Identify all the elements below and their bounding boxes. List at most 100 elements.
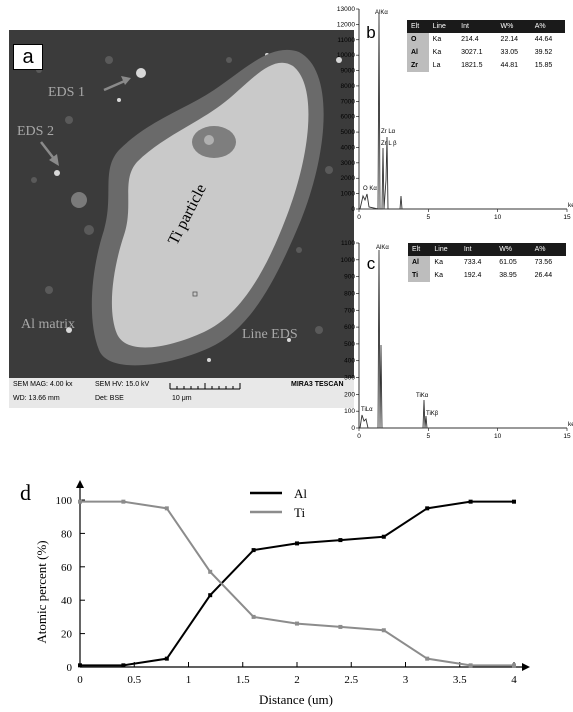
y-tick-label: 9000	[341, 68, 356, 75]
y-tick-label: 6000	[341, 114, 356, 121]
y-tick-label: 5000	[341, 129, 356, 136]
data-point-ti	[121, 499, 126, 504]
x-tick-label: 0	[357, 214, 361, 221]
data-point-al	[381, 534, 386, 539]
peak-alka-c: AlKα	[376, 245, 389, 251]
y-tick-label: 800	[344, 290, 355, 297]
x-tick-label: 10	[494, 214, 502, 221]
data-point-al	[295, 541, 299, 546]
peak-alka-b: AlKα	[375, 10, 388, 16]
x-tick-label: 3	[403, 674, 409, 686]
data-point-ti	[338, 624, 343, 629]
panel-letter-c: c	[366, 254, 376, 273]
y-tick-label: 4000	[341, 144, 356, 151]
eds-spectrum-b: 1300012000110001000090008000700060005000…	[337, 6, 573, 221]
x-tick-label: 15	[563, 214, 571, 221]
label-al-matrix: Al matrix	[21, 317, 76, 332]
y-tick-label: 0	[67, 662, 73, 674]
data-point-al	[164, 656, 169, 661]
y-tick-label: 1100	[341, 240, 355, 247]
y-tick-label: 0	[351, 206, 355, 213]
peak-oka-b: O Kα	[363, 186, 377, 192]
y-tick-label: 80	[61, 528, 73, 540]
th-int: Int	[457, 20, 497, 33]
x-tick-label: 5	[427, 214, 431, 221]
x-tick-label: 4	[511, 674, 517, 686]
y-tick-label: 10000	[337, 52, 355, 59]
eds-table-b: Elt Line Int W% A% O Ka 214.4 22.14 44.6…	[407, 20, 565, 72]
th-a: A%	[530, 20, 565, 33]
data-point-al	[468, 499, 473, 504]
sem-hv: SEM HV: 15.0 kV	[95, 381, 150, 388]
x-tick-label: 2	[294, 674, 300, 686]
data-point-ti	[468, 663, 473, 668]
x-tick-label: 5	[427, 433, 431, 440]
legend-label-al: Al	[294, 486, 307, 501]
y-tick-label: 11000	[337, 37, 355, 44]
sem-mag: SEM MAG: 4.00 kx	[13, 381, 73, 388]
peak-zrlb-b: Zr L β	[381, 141, 397, 147]
y-axis-label: Atomic percent (%)	[34, 540, 49, 643]
th-w: W%	[495, 243, 531, 256]
y-tick-label: 8000	[341, 83, 356, 90]
data-point-ti	[512, 663, 516, 668]
panel-letter-b: b	[366, 23, 376, 42]
data-point-al	[251, 548, 256, 553]
th-elt: Elt	[407, 20, 429, 33]
y-tick-label: 900	[344, 274, 355, 281]
data-point-al	[512, 499, 516, 504]
x-tick-label: 1	[186, 674, 192, 686]
y-tick-label: 13000	[337, 6, 355, 13]
th-w: W%	[496, 20, 531, 33]
scale-label: 10 μm	[172, 395, 192, 402]
y-tick-label: 40	[61, 595, 73, 607]
x-tick-label: 1.5	[236, 674, 250, 686]
data-point-ti	[251, 614, 256, 619]
peak-zrla-b: Zr Lα	[381, 129, 396, 135]
table-row: Ti Ka 192.4 38.95 26.44	[408, 269, 566, 282]
peak-tila-c: TiLα	[361, 407, 373, 413]
x-tick-label: 3.5	[453, 674, 467, 686]
data-point-ti	[78, 499, 82, 504]
x-tick-label: 0.5	[127, 674, 141, 686]
series-line-ti	[80, 500, 514, 667]
table-row: O Ka 214.4 22.14 44.64	[407, 33, 565, 46]
unit-c: ke	[568, 421, 573, 428]
x-tick-label: 0	[357, 433, 361, 440]
sem-det: Det: BSE	[95, 395, 124, 402]
y-tick-label: 200	[344, 391, 355, 398]
panel-d: d 0 0.5 1 1.5 2 2.5 3 3.5 4 0 20 40 60 80 100 Al Ti Dis…	[0, 470, 573, 707]
legend-label-ti: Ti	[294, 505, 305, 520]
y-tick-label: 20	[61, 629, 73, 641]
table-row: Zr La 1821.5 44.81 15.85	[407, 59, 565, 72]
y-axis-arrow	[76, 480, 84, 488]
y-tick-label: 1000	[341, 191, 356, 198]
series-line-al	[80, 500, 514, 667]
data-point-ti	[381, 628, 386, 633]
data-point-al	[78, 663, 82, 668]
th-int: Int	[459, 243, 496, 256]
th-line: Line	[428, 20, 458, 33]
data-point-ti	[295, 621, 299, 626]
y-tick-label: 500	[344, 341, 355, 348]
y-tick-label: 12000	[337, 21, 355, 28]
th-elt: Elt	[408, 243, 431, 256]
unit-b: ke	[568, 202, 573, 209]
y-tick-label: 400	[344, 358, 355, 365]
x-tick-label: 15	[563, 433, 571, 440]
y-tick-label: 700	[344, 307, 355, 314]
data-point-al	[121, 663, 126, 668]
panel-letter-d: d	[20, 480, 31, 505]
y-tick-label: 3000	[341, 160, 356, 167]
y-tick-label: 60	[61, 562, 73, 574]
th-line: Line	[430, 243, 460, 256]
sem-info-bar: SEM MAG: 4.00 kx SEM HV: 15.0 kV WD: 13.…	[9, 378, 354, 408]
table-row: Al Ka 3027.1 33.05 39.52	[407, 46, 565, 59]
eds-table-c: Elt Line Int W% A% Al Ka 733.4 61.05 73.…	[408, 243, 566, 282]
table-row: Al Ka 733.4 61.05 73.56	[408, 256, 566, 269]
y-tick-label: 0	[351, 425, 355, 432]
y-tick-label: 2000	[341, 175, 356, 182]
data-point-al	[208, 593, 213, 598]
